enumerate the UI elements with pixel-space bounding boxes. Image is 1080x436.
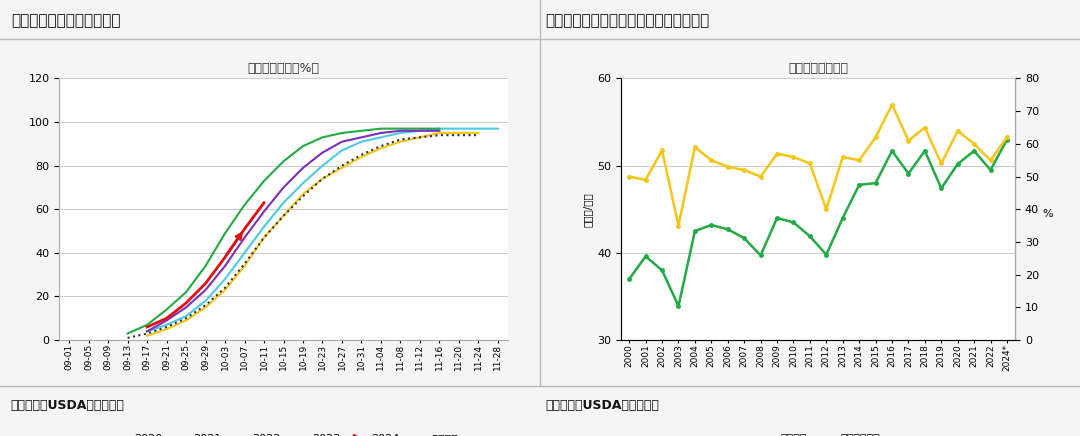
Text: 图：美豆收割维持偏快节奏: 图：美豆收割维持偏快节奏 [11,13,120,28]
Legend: 单产情况, 优良率（右）: 单产情况, 优良率（右） [752,429,885,436]
Title: 单产与优良率情况: 单产与优良率情况 [788,61,848,75]
Y-axis label: 蒲式耳/英亩: 蒲式耳/英亩 [583,192,593,227]
Title: 美豆收割进度（%）: 美豆收割进度（%） [247,61,320,75]
Text: 数据来源：USDA，国富期货: 数据来源：USDA，国富期货 [11,399,124,412]
Y-axis label: %: % [1042,209,1053,219]
Text: 图：美豆优良率与单产变化方向趋于一致: 图：美豆优良率与单产变化方向趋于一致 [545,13,710,28]
Legend: 2020, 2021, 2022, 2023, 2024, 5年均值: 2020, 2021, 2022, 2023, 2024, 5年均值 [105,429,462,436]
Text: 数据来源：USDA，国富期货: 数据来源：USDA，国富期货 [545,399,659,412]
